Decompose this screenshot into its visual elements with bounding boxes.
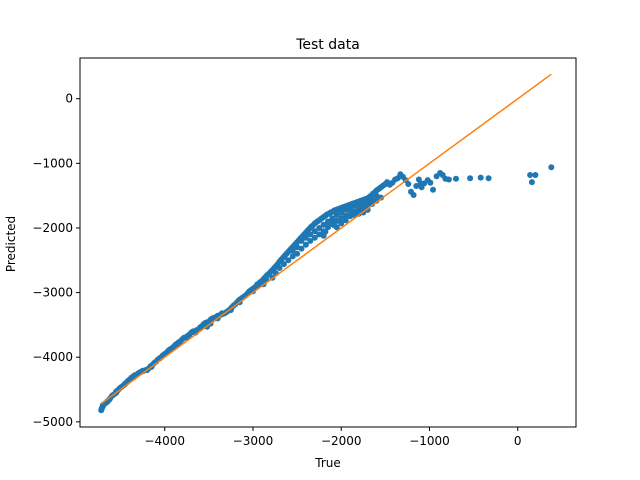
data-point [333, 212, 340, 218]
data-point [485, 175, 492, 182]
data-point [373, 192, 380, 199]
chart-title: Test data [295, 37, 360, 53]
data-point [338, 220, 345, 227]
y-tick-label: −4000 [32, 350, 73, 364]
data-point [166, 347, 173, 354]
y-tick-label: −5000 [32, 415, 73, 429]
data-point [311, 228, 318, 235]
axes: −4000 −3000 −2000 −1000 0 0 −1000 −2000 −3000 −40… [32, 57, 577, 448]
data-point [369, 196, 376, 203]
data-point [280, 261, 287, 268]
data-point [427, 179, 434, 186]
data-point [294, 244, 301, 251]
data-point [325, 222, 331, 229]
y-tick-label: −3000 [32, 286, 73, 300]
data-point [320, 221, 327, 228]
data-point [311, 234, 318, 241]
data-point [369, 201, 376, 207]
data-point [298, 237, 305, 244]
x-tick-label: 0 [514, 434, 522, 448]
data-point [467, 175, 474, 182]
y-axis-label: Predicted [4, 216, 18, 272]
data-point [410, 192, 417, 198]
data-point [338, 209, 345, 216]
data-point [316, 225, 323, 231]
data-point [342, 217, 349, 224]
data-point [338, 215, 345, 222]
data-point [98, 405, 105, 412]
x-tick-label: −2000 [321, 434, 362, 448]
axes-frame [79, 57, 577, 428]
y-tick-label: 0 [65, 92, 73, 106]
data-point [307, 231, 314, 238]
data-point [477, 174, 484, 181]
data-point [302, 241, 309, 248]
data-point [445, 176, 452, 183]
plot-area [98, 73, 555, 414]
data-point [405, 181, 412, 187]
data-point [548, 164, 555, 171]
data-point [329, 215, 336, 222]
data-point [532, 172, 539, 178]
data-point [276, 265, 283, 271]
y-tick-label: −2000 [32, 221, 73, 235]
reference-line [100, 73, 552, 405]
data-point [528, 179, 535, 186]
data-point [347, 205, 354, 212]
data-point [453, 175, 459, 182]
data-point [294, 250, 301, 257]
data-point [302, 234, 309, 241]
data-point [430, 186, 436, 193]
data-point [254, 281, 261, 288]
data-point [285, 257, 292, 264]
x-tick-label: −3000 [233, 434, 274, 448]
x-axis-label: True [314, 456, 341, 470]
data-point [527, 172, 534, 178]
data-point [331, 222, 338, 229]
x-tick-label: −4000 [144, 434, 185, 448]
y-tick-label: −1000 [32, 156, 73, 170]
data-point [413, 183, 420, 189]
data-point [289, 247, 296, 254]
data-point [307, 237, 314, 244]
data-point [322, 228, 329, 235]
x-tick-label: −1000 [409, 434, 450, 448]
data-point [289, 253, 296, 260]
